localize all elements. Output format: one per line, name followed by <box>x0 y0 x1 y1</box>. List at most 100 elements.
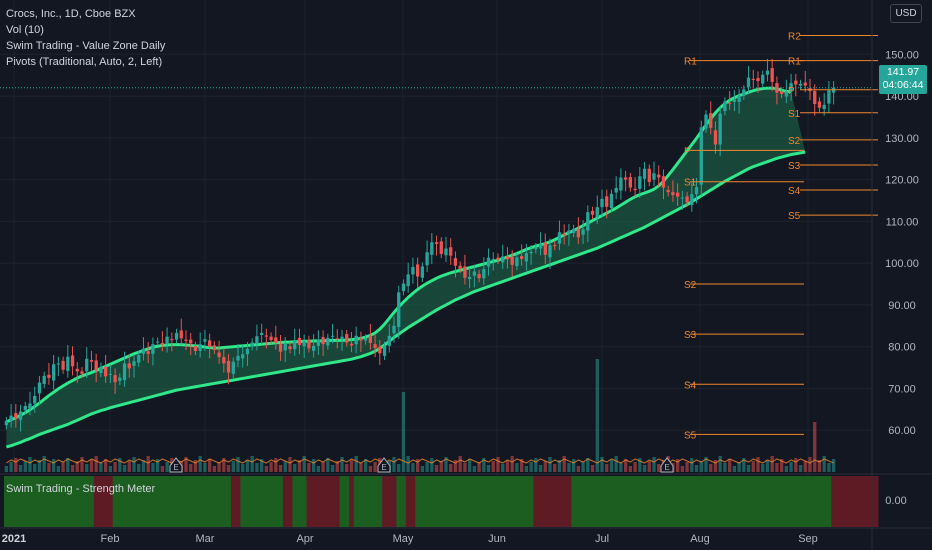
volume-bar <box>690 458 694 472</box>
candle-body <box>647 168 651 183</box>
candle-body <box>28 403 32 409</box>
volume-bar <box>392 457 396 472</box>
volume-bar <box>141 460 146 472</box>
volume-bar <box>151 463 155 472</box>
volume-bar <box>14 458 18 472</box>
candle-body <box>108 373 113 375</box>
candle-body <box>203 339 207 342</box>
volume-bar <box>137 464 141 472</box>
candle-body <box>699 127 703 185</box>
candle-body <box>80 371 84 374</box>
volume-bar <box>827 463 831 472</box>
candle-body <box>4 421 9 426</box>
volume-bar <box>505 460 510 472</box>
volume-bar <box>746 465 751 472</box>
volume-bar <box>113 462 117 472</box>
candle-body <box>633 188 637 191</box>
candle-body <box>449 247 453 256</box>
volume-bar <box>605 464 609 472</box>
earnings-shape <box>169 457 183 473</box>
y-tick-label: 80.00 <box>888 342 916 354</box>
volume-bar <box>553 464 557 472</box>
candle-body <box>340 336 344 340</box>
volume-bar <box>808 457 812 472</box>
candle-body <box>359 338 363 341</box>
candle-body <box>56 363 61 365</box>
candle-body <box>222 357 226 364</box>
pivot-label-s5: S5 <box>684 430 697 441</box>
candle-body <box>657 174 661 178</box>
volume-bar <box>51 459 56 472</box>
earnings-icon[interactable]: E <box>169 457 183 473</box>
volume-bar <box>434 465 439 472</box>
candle-body <box>453 258 458 266</box>
candle-body <box>151 344 155 354</box>
currency-button[interactable]: USD <box>890 4 922 23</box>
volume-bar <box>297 460 302 472</box>
vol-indicator-label[interactable]: Vol (10) <box>6 24 44 36</box>
candle-body <box>401 283 406 292</box>
candle-body <box>458 265 462 269</box>
candle-body <box>61 360 65 370</box>
candle-body <box>241 354 245 359</box>
earnings-icon[interactable]: E <box>660 457 674 473</box>
volume-bar <box>576 466 581 472</box>
candle-body <box>18 411 23 420</box>
volume-bar <box>694 465 699 472</box>
volume-bar <box>831 459 836 472</box>
candle-body <box>113 375 117 383</box>
candle-body <box>690 194 694 206</box>
value-zone-indicator-label[interactable]: Swim Trading - Value Zone Daily <box>6 40 166 52</box>
candle-body <box>737 95 741 102</box>
volume-bar <box>359 463 363 472</box>
volume-bar <box>718 456 722 472</box>
candle-body <box>789 83 793 92</box>
volume-bar <box>368 466 373 472</box>
candle-body <box>675 192 680 197</box>
meter-band-red <box>306 476 340 527</box>
volume-bar <box>420 466 425 472</box>
volume-bar <box>122 465 127 472</box>
strength-meter-label[interactable]: Swim Trading - Strength Meter <box>6 483 156 495</box>
x-tick-label: Aug <box>690 533 710 545</box>
earnings-icon[interactable]: E <box>377 457 391 473</box>
volume-bar <box>9 462 13 472</box>
symbol-title[interactable]: Crocs, Inc., 1D, Cboe BZX <box>6 8 136 20</box>
candle-body <box>562 233 566 236</box>
volume-bar <box>477 462 481 472</box>
volume-bar <box>519 459 524 472</box>
volume-bar <box>245 460 250 472</box>
candle-body <box>784 91 789 97</box>
volume-bar <box>293 464 297 472</box>
candle-body <box>557 232 562 244</box>
candle-body <box>23 406 27 411</box>
candle-body <box>798 83 803 86</box>
volume-bar <box>529 462 533 472</box>
candle-body <box>363 338 368 341</box>
volume-bar <box>685 462 689 472</box>
volume-bar <box>373 462 377 472</box>
candle-body <box>666 190 670 193</box>
pivots-indicator-label[interactable]: Pivots (Traditional, Auto, 2, Left) <box>6 56 163 68</box>
candle-body <box>415 264 420 277</box>
pivot-label-p: P <box>684 146 691 157</box>
candle-body <box>37 382 42 394</box>
candle-body <box>761 74 765 84</box>
volume-bar <box>321 462 325 472</box>
y-tick-label: 140.00 <box>885 91 919 103</box>
candlesticks <box>0 58 872 432</box>
candle-body <box>264 335 269 337</box>
volume-bar <box>363 459 368 472</box>
candle-body <box>472 271 477 276</box>
earnings-letter: E <box>664 463 669 472</box>
candle-body <box>99 366 103 374</box>
candle-body <box>727 102 732 104</box>
volume-bar <box>548 457 552 472</box>
meter-band-red <box>382 476 397 527</box>
candle-body <box>822 104 826 110</box>
candle-body <box>293 340 297 350</box>
meter-band-red <box>405 476 416 527</box>
candle-body <box>756 78 760 82</box>
